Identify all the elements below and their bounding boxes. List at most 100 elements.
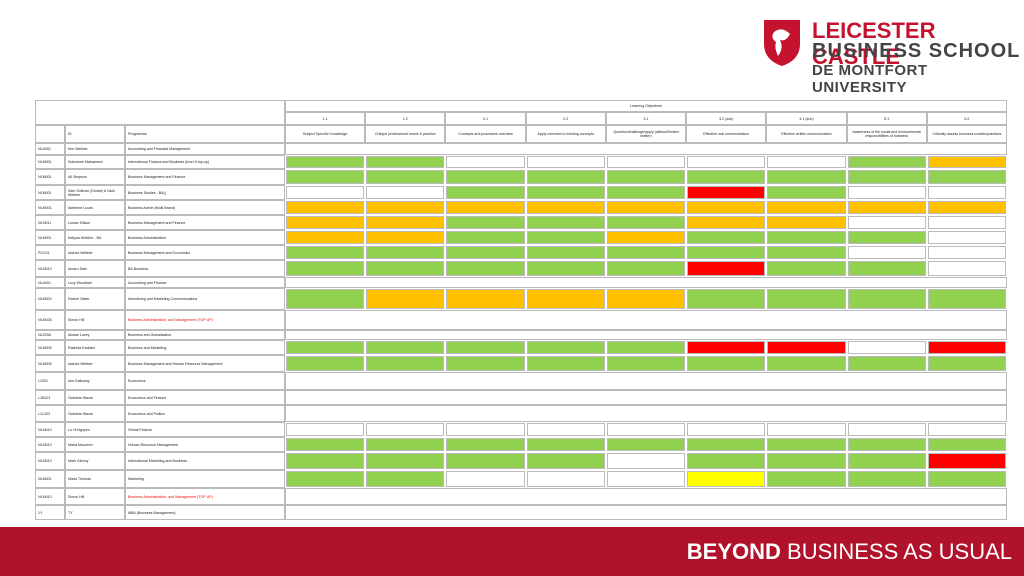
row-code: L1L203 <box>35 405 65 422</box>
objective-cell <box>286 231 365 244</box>
row-name: Adeola Webber <box>65 355 125 372</box>
objective-cell <box>526 423 605 436</box>
objective-cell <box>286 246 365 259</box>
row-programme: Business Administration, and Management … <box>125 488 285 505</box>
objective-cell <box>687 231 766 244</box>
row-programme: MBA (Business Management) <box>125 505 285 520</box>
objective-cell <box>286 423 365 436</box>
objective-cell <box>767 186 846 199</box>
objective-cell <box>286 216 365 229</box>
objective-cell <box>446 216 525 229</box>
row-code: NLM005 <box>35 340 65 355</box>
objective-cell <box>927 453 1006 469</box>
objective-cell <box>446 156 525 168</box>
objective-cell <box>767 246 846 259</box>
objective-name: Critically assess business models/practi… <box>926 125 1007 143</box>
footer: BEYOND BUSINESS AS USUAL <box>0 527 1024 576</box>
row-name: Iain Galloway <box>65 372 125 390</box>
objective-cell <box>767 471 846 487</box>
objective-cell <box>446 438 525 451</box>
objective-cell <box>767 423 846 436</box>
objective-cell <box>767 231 846 244</box>
objective-name: Apply overview to existing concepts <box>525 125 606 143</box>
objective-cell <box>847 471 926 487</box>
objective-cell <box>286 471 365 487</box>
objective-cell <box>767 438 846 451</box>
objective-cell <box>446 246 525 259</box>
row-programme: Advertising and Marketing Communications <box>125 288 285 310</box>
row-programme: Business Studies - BA() <box>125 185 285 200</box>
row-name: Louise Ellison <box>65 215 125 230</box>
objective-cell <box>446 453 525 469</box>
objective-cell <box>526 246 605 259</box>
objective-cell <box>687 186 766 199</box>
objective-cell <box>687 156 766 168</box>
objective-cell <box>606 356 686 371</box>
row-programme: Marketing <box>125 470 285 488</box>
row-name: Kim Webber <box>65 143 125 155</box>
objective-cell <box>606 453 686 469</box>
objective-cell <box>446 261 525 276</box>
objective-cell <box>366 261 445 276</box>
objective-cell <box>446 289 525 309</box>
row-programme: Business Management and Finance <box>125 169 285 185</box>
objective-cell <box>687 201 766 214</box>
objective-cell <box>687 423 766 436</box>
row-name: Rashida Kaddad <box>65 340 125 355</box>
header-blank <box>35 100 285 125</box>
objective-number: 5.2 <box>926 112 1007 125</box>
row-empty <box>285 330 1007 340</box>
objective-cell <box>687 261 766 276</box>
objective-cell <box>526 261 605 276</box>
objective-cell <box>687 438 766 451</box>
row-programme: Economics and Politics <box>125 405 285 422</box>
objective-cell <box>366 289 445 309</box>
objective-cell <box>847 341 926 354</box>
tagline: BEYOND BUSINESS AS USUAL <box>687 539 1012 565</box>
objective-cell <box>606 231 686 244</box>
row-empty <box>285 143 1007 155</box>
objective-cell <box>526 341 605 354</box>
objective-cell <box>687 170 766 184</box>
objective-cell <box>526 438 605 451</box>
objective-cell <box>767 356 846 371</box>
objective-number: 2.1 <box>445 112 526 125</box>
row-name: Mark Glenny <box>65 452 125 470</box>
objective-cell <box>286 453 365 469</box>
row-code: 1Y <box>35 505 65 520</box>
objective-cell <box>847 170 926 184</box>
objective-name: Question/challenge/apply (without/limite… <box>605 125 687 143</box>
row-name: Ali Simpson <box>65 169 125 185</box>
row-programme: Economics and Finance <box>125 390 285 405</box>
row-code: NLM011 <box>35 215 65 230</box>
row-empty <box>285 488 1007 505</box>
row-empty <box>285 372 1007 390</box>
objective-cell <box>366 453 445 469</box>
row-programme: Business Admin (Multi Brand) <box>125 200 285 215</box>
id-header: ID <box>65 125 125 143</box>
logo-line2: BUSINESS SCHOOL <box>812 40 1021 62</box>
objective-cell <box>366 201 445 214</box>
objective-cell <box>286 186 365 199</box>
objective-cell <box>847 156 926 168</box>
objective-cell <box>927 231 1006 244</box>
objective-cell <box>767 156 846 168</box>
row-name: Kallyna Webber - BA <box>65 230 125 245</box>
objective-cell <box>446 186 525 199</box>
objective-cell <box>767 201 846 214</box>
programme-header: Programme <box>125 125 285 143</box>
objective-cell <box>847 201 926 214</box>
row-code: NLM001 <box>35 200 65 215</box>
objective-cell <box>927 471 1006 487</box>
row-code: L1B101 <box>35 390 65 405</box>
objective-cell <box>606 471 686 487</box>
row-name: Sukeshee Mahawarni <box>65 155 125 169</box>
row-code: NLM001 <box>35 185 65 200</box>
row-name: Lu Hi Nguyen <box>65 422 125 437</box>
row-empty <box>285 505 1007 520</box>
objective-cell <box>767 341 846 354</box>
objective-name: Effective oral communication <box>686 125 767 143</box>
objective-cell <box>606 170 686 184</box>
objective-cell <box>687 216 766 229</box>
objective-cell <box>446 170 525 184</box>
